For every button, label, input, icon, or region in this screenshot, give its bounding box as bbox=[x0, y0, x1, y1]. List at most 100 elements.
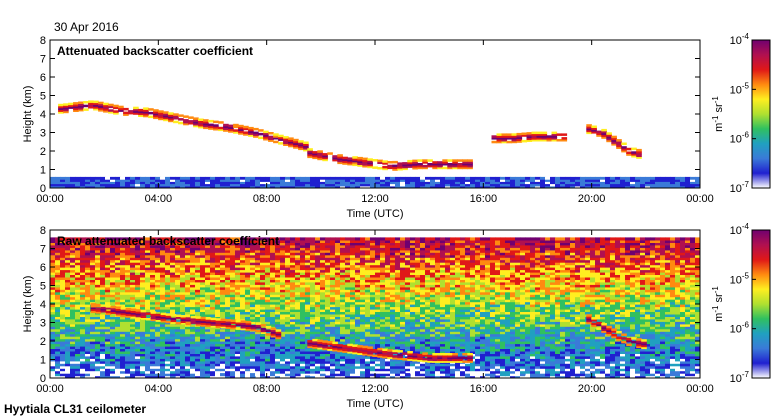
heatmap-cell bbox=[175, 308, 181, 312]
heatmap-cell bbox=[125, 348, 131, 352]
heatmap-cell bbox=[75, 360, 81, 364]
heatmap-cell bbox=[325, 363, 331, 367]
heatmap-cell bbox=[535, 176, 541, 180]
feature-cell bbox=[631, 153, 637, 156]
heatmap-cell bbox=[80, 368, 86, 372]
heatmap-cell bbox=[50, 323, 56, 327]
heatmap-cell bbox=[275, 286, 281, 290]
heatmap-cell bbox=[230, 179, 236, 182]
heatmap-cell bbox=[155, 321, 161, 325]
heatmap-cell bbox=[190, 179, 196, 182]
heatmap-cell bbox=[375, 259, 381, 263]
heatmap-cell bbox=[290, 353, 296, 357]
heatmap-cell bbox=[215, 299, 221, 303]
heatmap-cell bbox=[290, 271, 296, 275]
heatmap-cell bbox=[315, 360, 321, 364]
heatmap-cell bbox=[80, 269, 86, 273]
heatmap-cell bbox=[360, 299, 366, 303]
heatmap-cell bbox=[50, 326, 56, 330]
heatmap-cell bbox=[290, 289, 296, 293]
heatmap-cell bbox=[260, 242, 266, 246]
heatmap-cell bbox=[220, 299, 226, 303]
heatmap-cell bbox=[135, 341, 141, 345]
heatmap-cell bbox=[225, 254, 231, 258]
heatmap-cell bbox=[110, 237, 116, 241]
heatmap-cell bbox=[155, 271, 161, 275]
heatmap-cell bbox=[350, 183, 356, 187]
heatmap-cell bbox=[215, 355, 221, 359]
heatmap-cell bbox=[95, 254, 101, 258]
heatmap-cell bbox=[130, 345, 136, 349]
heatmap-cell bbox=[75, 249, 81, 253]
heatmap-cell bbox=[55, 358, 61, 362]
heatmap-cell bbox=[290, 183, 296, 187]
heatmap-cell bbox=[120, 242, 126, 246]
heatmap-cell bbox=[450, 179, 456, 182]
heatmap-cell bbox=[305, 254, 311, 258]
heatmap-cell bbox=[635, 181, 641, 185]
heatmap-cell bbox=[55, 274, 61, 278]
heatmap-cell bbox=[150, 306, 156, 310]
heatmap-cell bbox=[365, 183, 371, 187]
heatmap-cell bbox=[235, 262, 241, 266]
heatmap-cell bbox=[120, 350, 126, 354]
heatmap-cell bbox=[295, 363, 301, 367]
x-tick-label: 04:00 bbox=[145, 193, 173, 205]
heatmap-cell bbox=[350, 237, 356, 241]
feature-cell bbox=[83, 108, 89, 111]
heatmap-cell bbox=[155, 244, 161, 248]
heatmap-cell bbox=[235, 244, 241, 248]
heatmap-cell bbox=[70, 289, 76, 293]
heatmap-cell bbox=[65, 181, 71, 185]
heatmap-cell bbox=[315, 333, 321, 337]
heatmap-cell bbox=[90, 179, 96, 182]
heatmap-cell bbox=[230, 257, 236, 261]
heatmap-cell bbox=[175, 179, 181, 182]
feature-cell bbox=[432, 163, 438, 166]
heatmap-cell bbox=[560, 179, 566, 182]
heatmap-cell bbox=[175, 299, 181, 303]
heatmap-cell bbox=[295, 279, 301, 283]
heatmap-cell bbox=[320, 269, 326, 273]
heatmap-cell bbox=[85, 271, 91, 275]
heatmap-cell bbox=[360, 269, 366, 273]
heatmap-cell bbox=[130, 276, 136, 280]
heatmap-cell bbox=[320, 313, 326, 317]
heatmap-cell bbox=[550, 185, 556, 188]
heatmap-cell bbox=[310, 316, 316, 320]
heatmap-cell bbox=[50, 237, 56, 241]
heatmap-cell bbox=[110, 289, 116, 293]
heatmap-cell bbox=[380, 257, 386, 261]
heatmap-cell bbox=[60, 343, 66, 347]
heatmap-cell bbox=[360, 333, 366, 337]
heatmap-cell bbox=[155, 264, 161, 268]
feature-cell bbox=[158, 114, 164, 117]
heatmap-cell bbox=[100, 370, 106, 374]
heatmap-cell bbox=[75, 262, 81, 266]
heatmap-cell bbox=[185, 328, 191, 332]
heatmap-cell bbox=[70, 271, 76, 275]
feature-cell bbox=[198, 122, 204, 125]
heatmap-cell bbox=[140, 257, 146, 261]
heatmap-cell bbox=[210, 353, 216, 357]
heatmap-cell bbox=[175, 259, 181, 263]
heatmap-cell bbox=[60, 350, 66, 354]
heatmap-cell bbox=[90, 341, 96, 345]
heatmap-cell bbox=[70, 375, 76, 378]
heatmap-cell bbox=[150, 299, 156, 303]
y-tick-label: 4 bbox=[40, 109, 46, 121]
heatmap-cell bbox=[270, 316, 276, 320]
heatmap-cell bbox=[370, 185, 376, 188]
feature-cell bbox=[88, 102, 94, 105]
heatmap-cell bbox=[280, 304, 286, 308]
heatmap-cell bbox=[325, 257, 331, 261]
heatmap-cell bbox=[270, 336, 276, 340]
heatmap-cell bbox=[150, 185, 156, 188]
heatmap-cell bbox=[370, 284, 376, 288]
heatmap-cell bbox=[155, 257, 161, 261]
heatmap-cell bbox=[90, 252, 96, 256]
heatmap-cell bbox=[195, 304, 201, 308]
feature-cell bbox=[526, 132, 533, 135]
heatmap-cell bbox=[585, 179, 591, 182]
heatmap-cell bbox=[525, 176, 531, 180]
